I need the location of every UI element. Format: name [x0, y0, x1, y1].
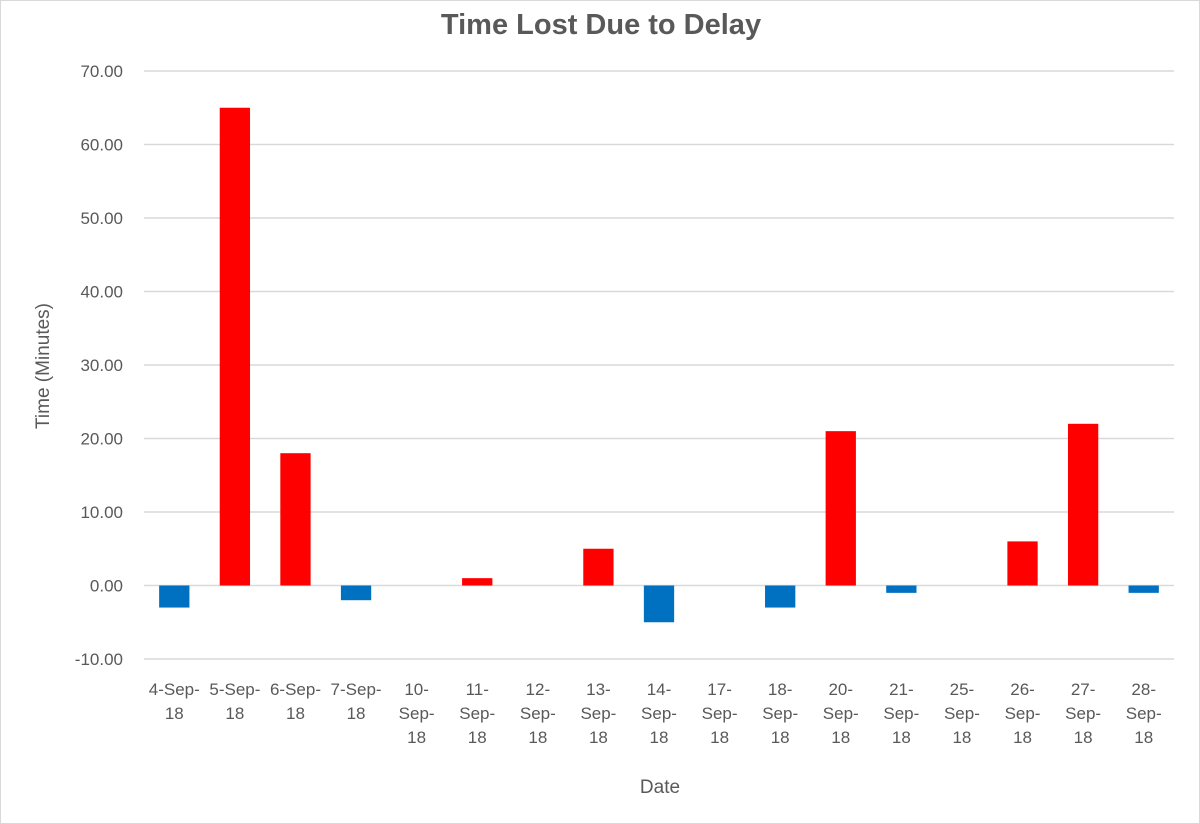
x-tick-label: 17-Sep-18 — [702, 680, 738, 747]
y-axis-title: Time (Minutes) — [33, 303, 54, 429]
x-tick-label: 28-Sep-18 — [1126, 680, 1162, 747]
bar-21-Sep-18 — [886, 585, 917, 593]
y-tick-label: 70.00 — [80, 62, 123, 81]
bar-27-Sep-18 — [1067, 423, 1099, 586]
x-tick-label: 20-Sep-18 — [823, 680, 859, 747]
x-tick-label: 11-Sep-18 — [459, 680, 495, 747]
y-tick-label: -10.00 — [75, 650, 123, 669]
bar-13-Sep-18 — [583, 548, 614, 586]
x-tick-label: 12-Sep-18 — [520, 680, 556, 747]
y-tick-label: 20.00 — [80, 430, 123, 449]
y-tick-label: 50.00 — [80, 209, 123, 228]
bar-14-Sep-18 — [643, 585, 675, 623]
x-tick-label: 13-Sep-18 — [580, 680, 616, 747]
x-axis-tick-labels: 4-Sep-185-Sep-186-Sep-187-Sep-18 10-Sep-1… — [149, 680, 1162, 747]
bar-26-Sep-18 — [1007, 541, 1038, 586]
y-tick-label: 10.00 — [80, 503, 123, 522]
x-tick-label: 27-Sep-18 — [1065, 680, 1101, 747]
x-axis-title: Date — [640, 777, 680, 798]
bar-4-Sep-18 — [159, 585, 190, 608]
x-tick-label: 5-Sep-18 — [209, 680, 260, 723]
bar-6-Sep-18 — [280, 453, 311, 586]
bar-11-Sep-18 — [462, 578, 493, 586]
x-tick-label: 21-Sep-18 — [883, 680, 919, 747]
x-tick-label: 26-Sep-18 — [1005, 680, 1041, 747]
bar-7-Sep-18 — [340, 585, 372, 601]
y-tick-label: 40.00 — [80, 283, 123, 302]
y-axis-tick-labels: 70.00 60.00 50.00 40.00 30.00 20.00 10.00 0.00 -… — [75, 62, 123, 669]
bar-5-Sep-18 — [219, 107, 251, 586]
x-tick-label: 6-Sep-18 — [270, 680, 321, 723]
x-tick-label: 10-Sep-18 — [399, 680, 435, 747]
bar-18-Sep-18 — [765, 585, 796, 608]
x-tick-label: 18-Sep-18 — [762, 680, 798, 747]
x-tick-label: 4-Sep-18 — [149, 680, 200, 723]
x-tick-label: 25-Sep-18 — [944, 680, 980, 747]
gridlines — [144, 70, 1174, 660]
bars — [159, 107, 1159, 623]
chart-title: Time Lost Due to Delay — [441, 9, 761, 41]
bar-28-Sep-18 — [1128, 585, 1159, 593]
x-tick-label: 14-Sep-18 — [641, 680, 677, 747]
y-tick-label: 0.00 — [90, 577, 123, 596]
y-tick-label: 30.00 — [80, 356, 123, 375]
x-tick-label: 7-Sep-18 — [331, 680, 382, 723]
y-tick-label: 60.00 — [80, 136, 123, 155]
bar-20-Sep-18 — [825, 431, 856, 586]
